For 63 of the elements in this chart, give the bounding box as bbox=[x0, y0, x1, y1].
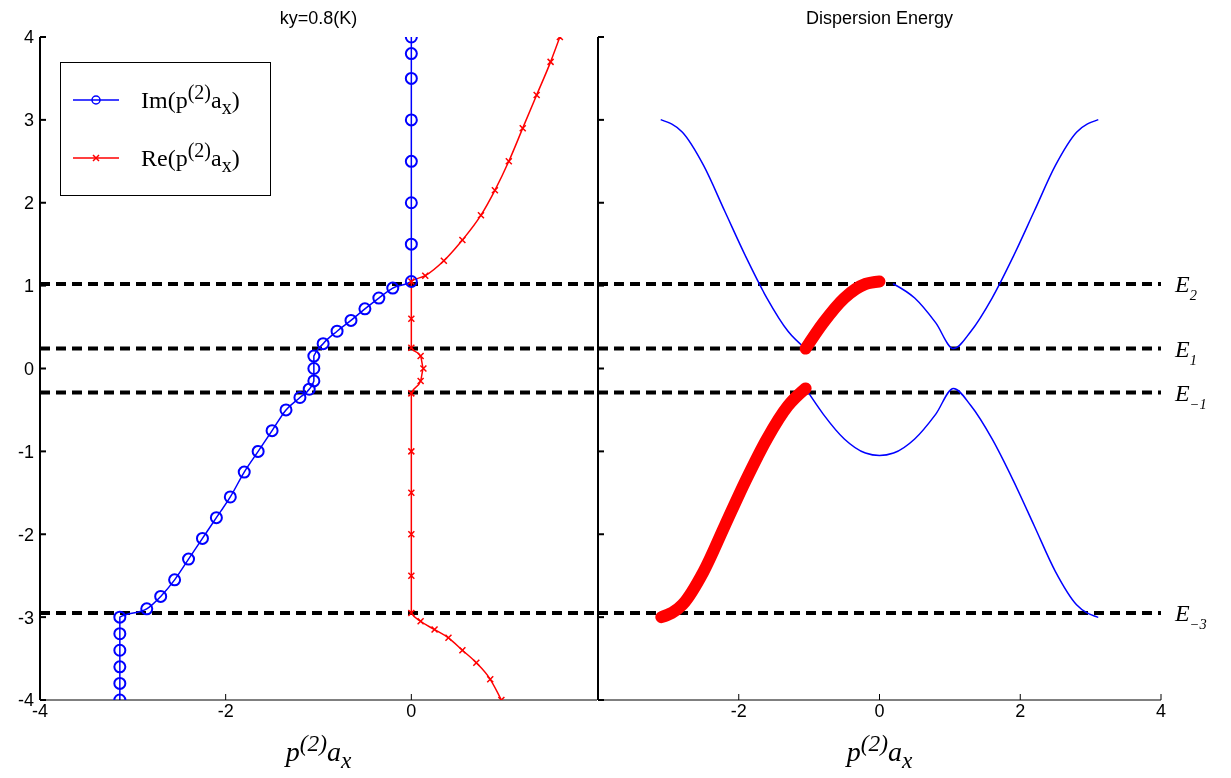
y-tick-label: 1 bbox=[23, 276, 34, 297]
legend-label: Im(p$^{(2)}$a$_{x}$) bbox=[141, 81, 240, 119]
point bbox=[386, 281, 400, 295]
point bbox=[279, 403, 293, 417]
y-tick-label: 4 bbox=[23, 27, 34, 48]
x-tick-label: -2 bbox=[217, 700, 234, 721]
point bbox=[113, 610, 127, 624]
x-tick-label: 2 bbox=[1015, 700, 1026, 721]
point bbox=[209, 511, 223, 525]
point bbox=[307, 374, 321, 388]
point bbox=[358, 302, 372, 316]
point bbox=[195, 531, 209, 545]
x-tick-label: 0 bbox=[874, 700, 885, 721]
ref-line-label: E$_{1}$ bbox=[1174, 335, 1197, 368]
point bbox=[404, 113, 418, 127]
point bbox=[113, 627, 127, 641]
point bbox=[154, 589, 168, 603]
y-tick-label: -3 bbox=[17, 607, 34, 628]
x-tick-label: -2 bbox=[730, 700, 747, 721]
point bbox=[140, 602, 154, 616]
point bbox=[182, 552, 196, 566]
point bbox=[113, 660, 127, 674]
point bbox=[404, 154, 418, 168]
chart-title: Dispersion Energy bbox=[804, 8, 955, 29]
x-axis-title: p$^{(2)}$a$_{x}$ bbox=[283, 730, 353, 774]
x-axis-title: p$^{(2)}$a$_{x}$ bbox=[844, 730, 914, 774]
y-tick-label: -2 bbox=[17, 524, 34, 545]
point bbox=[302, 382, 316, 396]
y-tick-label: 3 bbox=[23, 110, 34, 131]
point bbox=[472, 658, 481, 667]
point bbox=[407, 389, 416, 398]
point bbox=[307, 362, 321, 375]
point bbox=[237, 465, 251, 479]
point bbox=[407, 447, 416, 456]
point bbox=[404, 47, 418, 61]
point bbox=[404, 237, 418, 251]
point bbox=[404, 196, 418, 210]
point bbox=[330, 324, 344, 338]
y-tick-label: -1 bbox=[17, 441, 34, 462]
ref-line-label: E$_{−3}$ bbox=[1174, 599, 1207, 632]
point bbox=[168, 573, 182, 587]
ref-line-label: E$_{−1}$ bbox=[1174, 379, 1207, 412]
point bbox=[344, 313, 358, 327]
x-tick-label: 4 bbox=[1155, 700, 1167, 721]
point bbox=[251, 444, 265, 458]
point bbox=[113, 643, 127, 657]
legend-label: Re(p$^{(2)}$a$_{x}$) bbox=[141, 139, 240, 177]
chart-title: ky=0.8(K) bbox=[278, 8, 359, 29]
point bbox=[486, 675, 494, 684]
ref-line-label: E$_{2}$ bbox=[1174, 270, 1197, 303]
y-tick-label: 2 bbox=[23, 193, 34, 214]
y-tick-label: 0 bbox=[23, 358, 34, 379]
point bbox=[430, 625, 439, 634]
point bbox=[307, 349, 321, 363]
point bbox=[316, 337, 330, 351]
point bbox=[113, 676, 127, 690]
point bbox=[293, 391, 307, 405]
point bbox=[404, 71, 418, 85]
point bbox=[372, 291, 386, 305]
point bbox=[223, 490, 237, 504]
point bbox=[265, 424, 279, 438]
point bbox=[407, 571, 416, 580]
x-tick-label: 0 bbox=[406, 700, 417, 721]
